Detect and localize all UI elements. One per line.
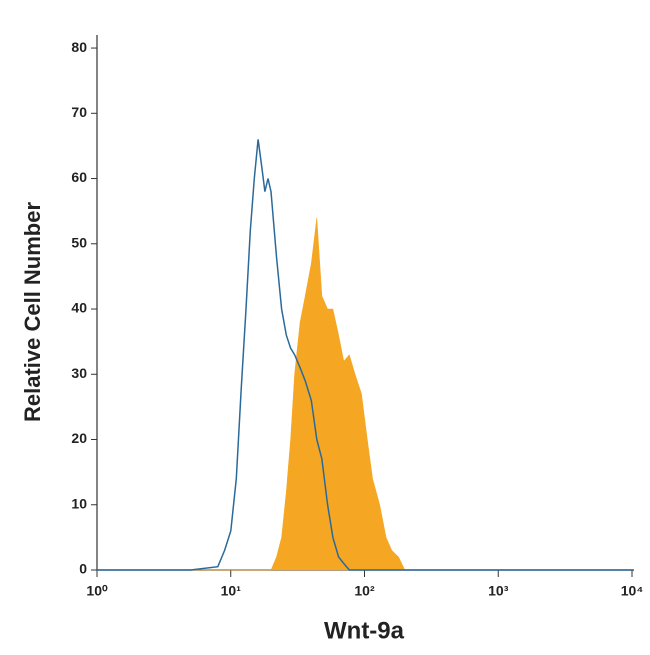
histogram-outline <box>97 139 632 571</box>
y-tick-label: 40 <box>71 300 87 316</box>
x-tick-label: 10² <box>354 583 375 599</box>
y-tick-label: 80 <box>71 39 87 55</box>
y-axis-label: Relative Cell Number <box>20 202 45 423</box>
x-axis-label: Wnt-9a <box>324 617 405 644</box>
y-tick-label: 50 <box>71 234 87 250</box>
y-tick-label: 60 <box>71 169 87 185</box>
y-tick-label: 30 <box>71 365 87 381</box>
y-tick-label: 10 <box>71 495 87 511</box>
x-tick-label: 10⁴ <box>621 583 644 599</box>
x-tick-label: 10⁰ <box>86 583 108 599</box>
y-tick-label: 0 <box>79 561 87 577</box>
x-tick-label: 10³ <box>488 583 509 599</box>
x-tick-label: 10¹ <box>221 583 242 599</box>
y-tick-label: 70 <box>71 104 87 120</box>
y-tick-label: 20 <box>71 430 87 446</box>
histogram-area <box>97 217 632 571</box>
